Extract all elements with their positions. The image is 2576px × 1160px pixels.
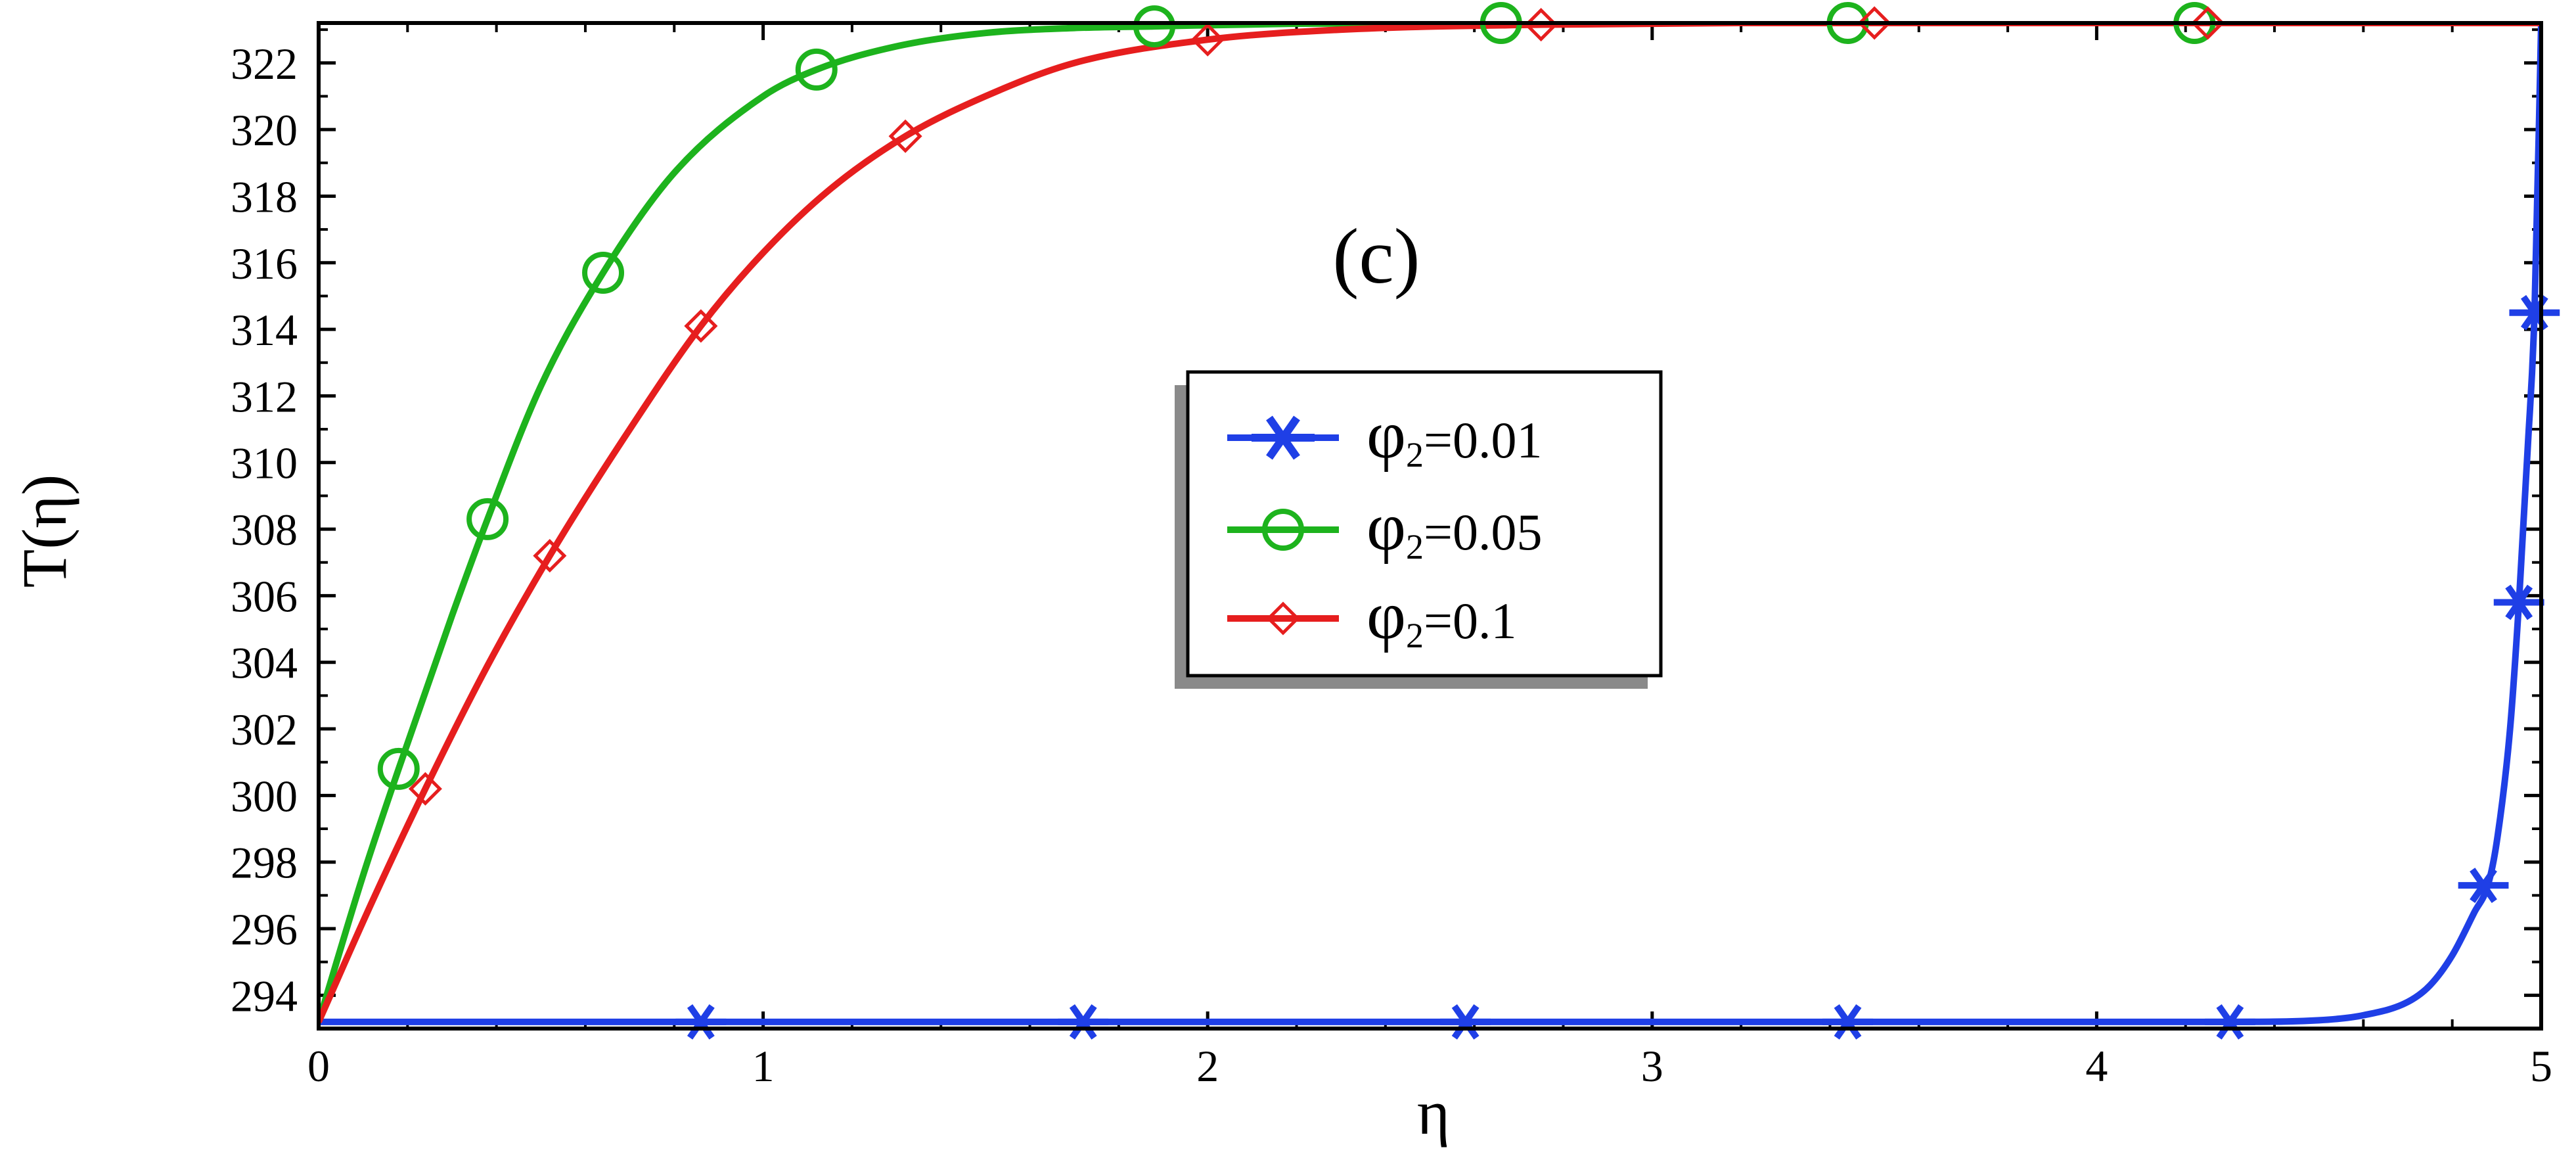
data-point-marker [888, 119, 922, 153]
marker-circle [1133, 5, 1176, 48]
marker-diamond [1266, 601, 1300, 636]
y-axis-label: T(η) [9, 475, 79, 588]
x-tick-label: 4 [2085, 1041, 2108, 1091]
legend-label: φ2=0.05 [1367, 489, 1543, 567]
y-tick-label: 306 [231, 571, 298, 621]
marker-diamond [408, 772, 442, 806]
y-tick-label: 296 [231, 904, 298, 954]
marker-stroke [1451, 1004, 1480, 1040]
x-tick-label: 1 [752, 1041, 775, 1091]
legend-subscript: 2 [1406, 435, 1424, 475]
data-point-marker [466, 498, 509, 540]
y-tick-label: 316 [231, 239, 298, 289]
marker-diamond [1524, 7, 1558, 42]
marker-circle [377, 747, 420, 790]
marker-diamond [888, 119, 922, 153]
panel-annotation: (c) [1332, 212, 1420, 300]
y-tick-label: 322 [231, 39, 298, 89]
legend-marker [1262, 509, 1304, 551]
legend-entry: φ2=0.05 [1227, 489, 1543, 567]
y-tick-label: 300 [231, 771, 298, 821]
legend-subscript: 2 [1406, 616, 1424, 655]
x-tick-label: 2 [1196, 1041, 1219, 1091]
x-tick-label: 3 [1641, 1041, 1663, 1091]
legend-entry: φ2=0.1 [1227, 578, 1517, 655]
marker-diamond [533, 539, 567, 573]
y-tick-label: 310 [231, 438, 298, 488]
x-tick-label: 5 [2530, 1041, 2552, 1091]
legend-label: φ2=0.01 [1367, 397, 1543, 475]
data-point-marker [1857, 6, 1891, 40]
data-point-marker [408, 772, 442, 806]
legend-symbol: φ [1367, 578, 1406, 653]
marker-stroke [1266, 415, 1300, 460]
data-point-marker [2204, 1004, 2255, 1040]
series-markers-2 [408, 6, 2225, 806]
data-point-marker [377, 747, 420, 790]
legend-entry: φ2=0.01 [1227, 397, 1543, 475]
y-tick-label: 312 [231, 371, 298, 421]
data-point-marker [1440, 1004, 1491, 1040]
y-tick-label: 314 [231, 305, 298, 355]
marker-stroke [2470, 868, 2497, 904]
marker-stroke [2216, 1004, 2244, 1040]
x-tick-label: 0 [307, 1041, 330, 1091]
y-tick-label: 308 [231, 505, 298, 555]
legend-marker [1252, 415, 1315, 460]
legend-value: =0.05 [1424, 503, 1543, 561]
data-point-marker [684, 309, 718, 343]
marker-diamond [1857, 6, 1891, 40]
marker-circle [1262, 509, 1304, 551]
data-point-marker [675, 1004, 727, 1040]
legend-marker [1266, 601, 1300, 636]
x-axis-label: η [1417, 1077, 1450, 1148]
marker-diamond [2191, 6, 2225, 40]
tick-layer: 0 1 2 3 4 5 294 296 298 300 302 304 306 308 310 312 314 3… [231, 23, 2552, 1091]
marker-stroke [2505, 584, 2533, 620]
legend-symbol: φ [1367, 489, 1406, 565]
legend-value: =0.1 [1424, 592, 1517, 649]
legend-symbol: φ [1367, 397, 1406, 473]
marker-diamond [1190, 22, 1225, 57]
data-point-marker [1822, 1004, 1873, 1040]
data-point-marker [2191, 6, 2225, 40]
marker-circle [466, 498, 509, 540]
data-point-marker [1058, 1004, 1109, 1040]
marker-circle [795, 48, 838, 91]
frame-layer [317, 21, 2543, 1031]
marker-stroke [687, 1004, 715, 1040]
data-point-marker [2493, 584, 2544, 620]
legend-value: =0.01 [1424, 411, 1543, 469]
data-point-marker [1190, 22, 1225, 57]
data-point-marker [582, 251, 625, 294]
data-point-marker [533, 539, 567, 573]
marker-stroke [1834, 1004, 1862, 1040]
y-tick-label: 302 [231, 705, 298, 754]
marker-diamond [684, 309, 718, 343]
y-tick-label: 304 [231, 638, 298, 688]
data-point-marker [1133, 5, 1176, 48]
y-tick-label: 298 [231, 838, 298, 888]
plot-frame [317, 21, 2543, 1031]
data-point-marker [795, 48, 838, 91]
y-tick-label: 294 [231, 971, 298, 1021]
data-point-marker [1524, 7, 1558, 42]
y-tick-label: 320 [231, 105, 298, 155]
marker-stroke [1069, 1004, 1097, 1040]
legend-label: φ2=0.1 [1367, 578, 1517, 655]
data-point-marker [2458, 868, 2509, 904]
marker-circle [582, 251, 625, 294]
y-tick-label: 318 [231, 172, 298, 221]
legend-subscript: 2 [1406, 527, 1424, 567]
